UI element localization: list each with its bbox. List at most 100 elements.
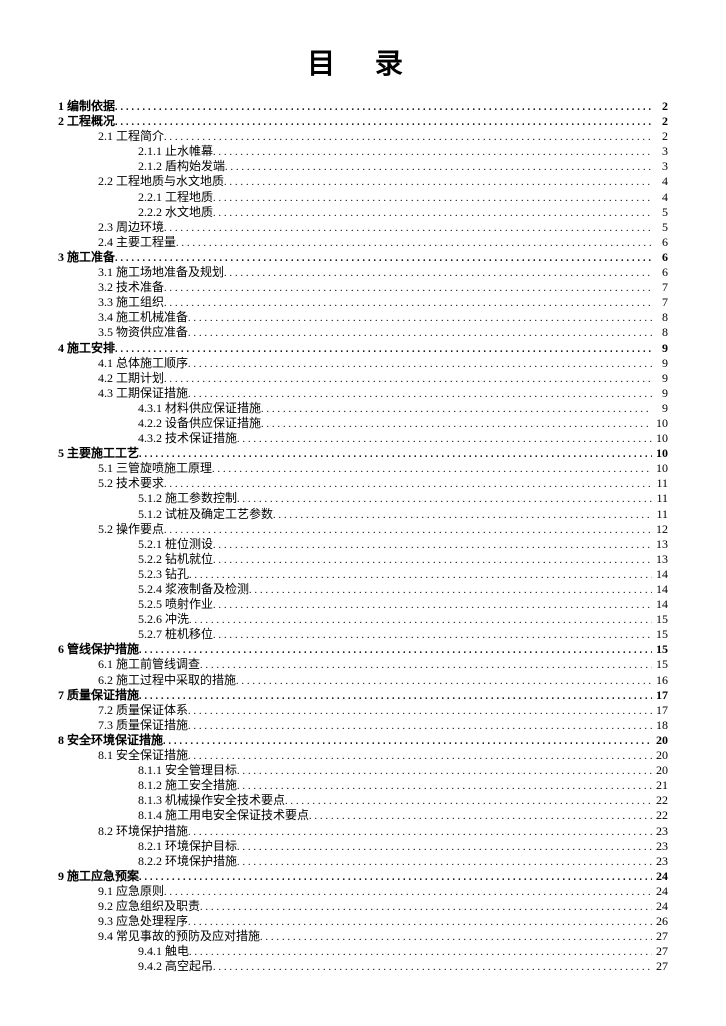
toc-entry-label: 工程地质	[162, 191, 213, 205]
toc-entry-number: 4.1	[98, 357, 113, 371]
toc-entry-page: 3	[652, 145, 668, 159]
toc-entry: 8.2.2环境保护措施23	[58, 855, 668, 869]
toc-entry-label: 施工组织	[113, 296, 164, 310]
toc-entry-number: 4.2.2	[138, 417, 162, 431]
toc-entry-page: 17	[652, 704, 668, 718]
toc-entry-page: 4	[652, 191, 668, 205]
toc-entry: 2.1.2盾构始发端3	[58, 160, 668, 174]
toc-leader-dots	[164, 374, 652, 386]
toc-entry-page: 23	[652, 840, 668, 854]
toc-entry: 5.2技术要求11	[58, 477, 668, 491]
toc-entry: 2.2.2水文地质5	[58, 206, 668, 220]
toc-entry-number: 3.4	[98, 311, 113, 325]
toc-entry-number: 7.2	[98, 704, 113, 718]
toc-leader-dots	[164, 479, 652, 491]
toc-entry-page: 27	[652, 960, 668, 974]
toc-entry-label: 施工参数控制	[162, 492, 237, 506]
toc-leader-dots	[213, 600, 652, 612]
toc-entry-number: 5.2.4	[138, 583, 162, 597]
toc-leader-dots	[164, 283, 652, 295]
toc-entry-page: 10	[652, 417, 668, 431]
toc-entry-label: 施工准备	[64, 251, 115, 265]
toc-entry-label: 施工过程中采取的措施	[113, 674, 236, 688]
toc-entry: 4施工安排9	[58, 342, 668, 356]
toc-entry-label: 止水帷幕	[162, 145, 213, 159]
toc-entry-label: 主要工程量	[113, 236, 176, 250]
toc-entry-number: 3.1	[98, 266, 113, 280]
toc-entry: 7质量保证措施17	[58, 689, 668, 703]
toc-entry-label: 环境保护措施	[162, 855, 237, 869]
toc-leader-dots	[189, 947, 652, 959]
toc-entry-label: 应急处理程序	[113, 915, 188, 929]
toc-entry: 2工程概况2	[58, 115, 668, 129]
toc-entry-page: 6	[652, 266, 668, 280]
toc-entry-page: 20	[652, 764, 668, 778]
toc-entry-label: 管线保护措施	[64, 643, 139, 657]
toc-entry-page: 8	[652, 326, 668, 340]
toc-entry-number: 8.1.2	[138, 779, 162, 793]
toc-entry-page: 9	[652, 372, 668, 386]
toc-leader-dots	[237, 766, 652, 778]
toc-entry-label: 工程概况	[64, 115, 115, 129]
toc-entry-number: 2.1.2	[138, 160, 162, 174]
toc-entry-number: 3.5	[98, 326, 113, 340]
toc-entry-label: 技术准备	[113, 281, 164, 295]
toc-leader-dots	[164, 132, 652, 144]
toc-entry-page: 9	[652, 342, 668, 356]
toc-leader-dots	[139, 449, 652, 461]
toc-entry-number: 2.2.2	[138, 206, 162, 220]
toc-entry-number: 6.2	[98, 674, 113, 688]
toc-entry-page: 2	[652, 100, 668, 114]
toc-entry-label: 安全环境保证措施	[64, 734, 163, 748]
toc-entry-page: 2	[652, 115, 668, 129]
toc-entry-number: 9.1	[98, 885, 113, 899]
toc-entry-page: 15	[652, 613, 668, 627]
toc-entry-number: 7.3	[98, 719, 113, 733]
toc-leader-dots	[188, 751, 652, 763]
toc-entry-label: 质量保证措施	[64, 689, 139, 703]
toc-leader-dots	[213, 208, 652, 220]
toc-entry: 5.2.2钻机就位13	[58, 553, 668, 567]
toc-entry-number: 2.2	[98, 175, 113, 189]
toc-leader-dots	[213, 555, 652, 567]
toc-leader-dots	[188, 827, 652, 839]
toc-entry-label: 质量保证措施	[113, 719, 188, 733]
toc-entry-label: 安全保证措施	[113, 749, 188, 763]
toc-leader-dots	[213, 193, 652, 205]
toc-entry: 9.1应急原则24	[58, 885, 668, 899]
toc-entry-number: 5.2	[98, 477, 113, 491]
toc-entry: 7.2质量保证体系 17	[58, 704, 668, 718]
toc-leader-dots	[213, 540, 652, 552]
toc-entry-page: 15	[652, 643, 668, 657]
toc-entry-number: 9.4.2	[138, 960, 162, 974]
toc-leader-dots	[176, 238, 652, 250]
toc-entry: 5.2操作要点12	[58, 523, 668, 537]
toc-entry-page: 18	[652, 719, 668, 733]
toc-entry-label: 质量保证体系	[113, 704, 188, 718]
toc-entry-page: 15	[652, 658, 668, 672]
toc-entry: 8安全环境保证措施20	[58, 734, 668, 748]
toc-entry-label: 水文地质	[162, 206, 213, 220]
toc-entry-page: 2	[652, 130, 668, 144]
toc-entry-label: 施工前管线调查	[113, 658, 200, 672]
toc-leader-dots	[188, 328, 652, 340]
toc-leader-dots	[189, 615, 652, 627]
toc-entry-page: 23	[652, 825, 668, 839]
toc-entry: 8.2.1环境保护目标23	[58, 840, 668, 854]
toc-entry-number: 5.1.2	[138, 492, 162, 506]
toc-entry: 8.1.3机械操作安全技术要点22	[58, 794, 668, 808]
toc-entry-number: 5.2.5	[138, 598, 162, 612]
toc-leader-dots	[225, 162, 652, 174]
toc-entry: 5.2.3钻孔14	[58, 568, 668, 582]
toc-entry-page: 8	[652, 311, 668, 325]
toc-entry-number: 9.4.1	[138, 945, 162, 959]
toc-entry-page: 7	[652, 296, 668, 310]
toc-leader-dots	[213, 962, 652, 974]
toc-entry-page: 22	[652, 809, 668, 823]
toc-leader-dots	[164, 298, 652, 310]
toc-leader-dots	[224, 268, 652, 280]
toc-leader-dots	[164, 525, 652, 537]
toc-entry: 3施工准备6	[58, 251, 668, 265]
toc-entry: 9施工应急预案24	[58, 870, 668, 884]
toc-entry: 9.4常见事故的预防及应对措施27	[58, 930, 668, 944]
